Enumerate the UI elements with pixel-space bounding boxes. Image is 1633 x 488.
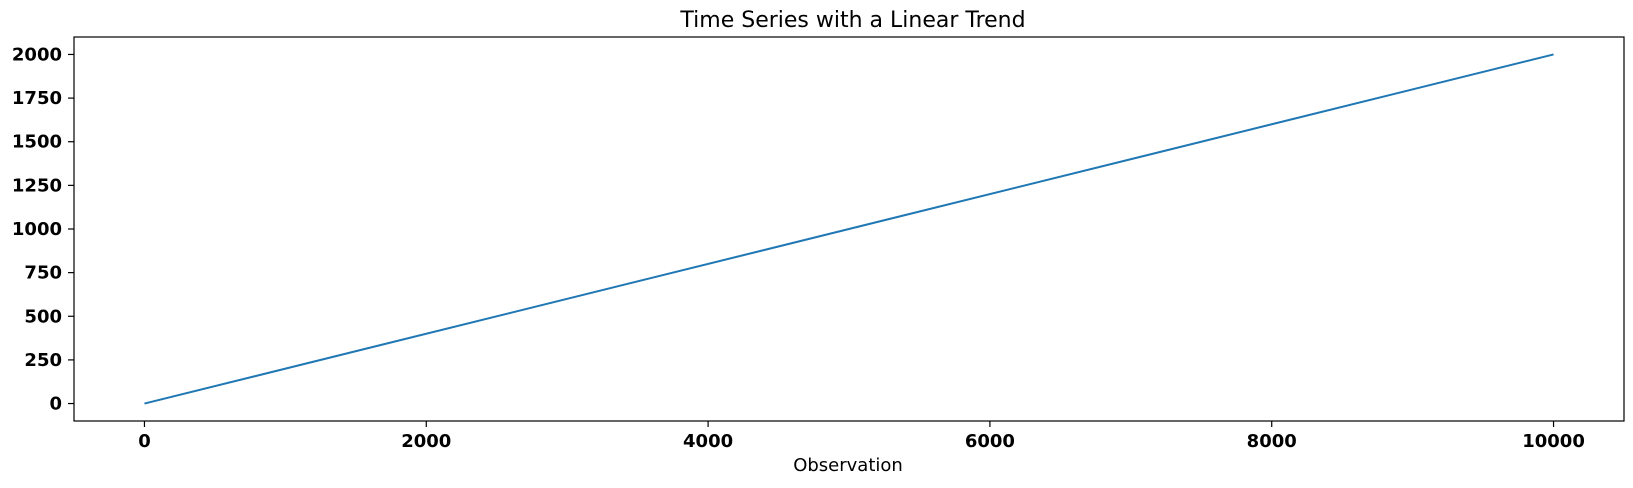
series-line bbox=[144, 53, 1554, 405]
x-tick-label: 4000 bbox=[683, 431, 733, 452]
x-tick-label: 0 bbox=[138, 431, 151, 452]
x-tick-label: 6000 bbox=[965, 431, 1015, 452]
y-tick-label: 0 bbox=[49, 394, 62, 415]
x-axis-label: Observation bbox=[793, 455, 903, 476]
plot-area bbox=[73, 36, 1625, 422]
x-tick-label: 10000 bbox=[1522, 431, 1585, 452]
x-tick-label: 2000 bbox=[401, 431, 451, 452]
y-axis-ticks: 0 250 500 750 1000 1250 1500 1750 2000 bbox=[12, 44, 74, 415]
x-tick-label: 8000 bbox=[1247, 431, 1297, 452]
y-tick-label: 750 bbox=[24, 263, 62, 284]
y-tick-label: 500 bbox=[24, 306, 62, 327]
y-tick-label: 1250 bbox=[12, 175, 62, 196]
chart-title: Time Series with a Linear Trend bbox=[679, 8, 1025, 33]
y-tick-label: 1750 bbox=[12, 88, 62, 109]
y-tick-label: 1500 bbox=[12, 132, 62, 153]
y-tick-label: 250 bbox=[24, 350, 62, 371]
y-tick-label: 1000 bbox=[12, 219, 62, 240]
x-axis-ticks: 0 2000 4000 6000 8000 10000 bbox=[138, 421, 1585, 452]
y-tick-label: 2000 bbox=[12, 44, 62, 65]
